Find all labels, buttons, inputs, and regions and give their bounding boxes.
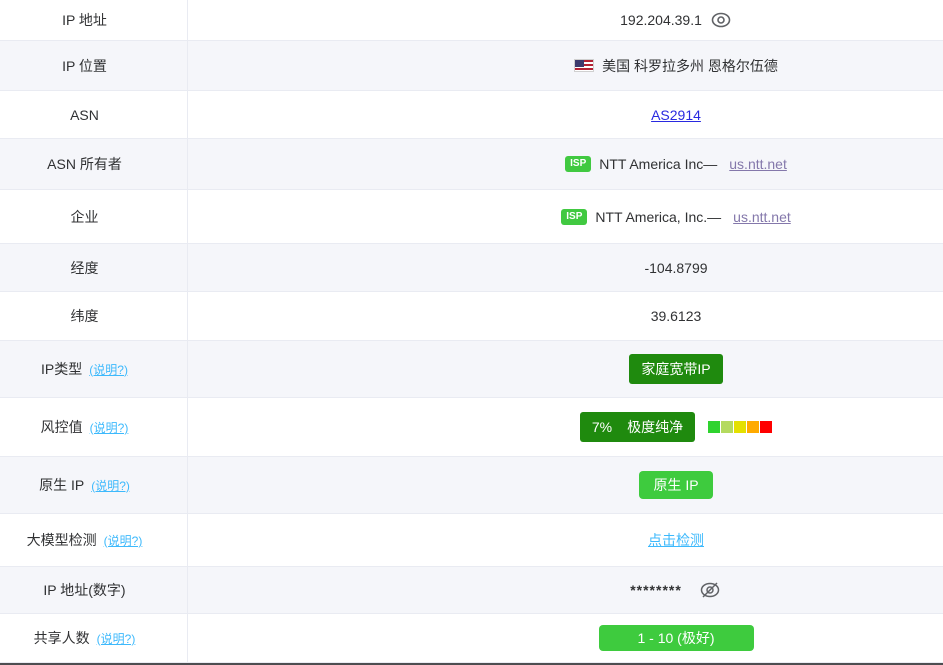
shared-users-badge: 1 - 10 (极好) <box>598 625 754 651</box>
longitude-value: -104.8799 <box>644 259 708 276</box>
help-link[interactable]: (说明?) <box>89 420 129 435</box>
help-link[interactable]: (说明?) <box>96 631 136 646</box>
row-label: ASN 所有者 <box>47 156 122 172</box>
ip-address-value: 192.204.39.1 <box>620 12 702 28</box>
asn-link[interactable]: AS2914 <box>651 106 701 123</box>
row-value-cell: 点击检测 <box>188 514 943 566</box>
risk-percent: 7% <box>591 419 613 435</box>
row-value-cell: 1 - 10 (极好) <box>188 614 943 662</box>
row-value-cell: ISP NTT America, Inc.— us.ntt.net <box>188 190 943 243</box>
row-label-cell: 风控值 (说明?) <box>0 398 188 456</box>
row-value-cell: 原生 IP <box>188 457 943 513</box>
latitude-value: 39.6123 <box>650 308 702 324</box>
row-value-cell: 7% 极度纯净 <box>188 398 943 456</box>
table-row-llm-detection: 大模型检测 (说明?) 点击检测 <box>0 514 943 567</box>
row-label: IP 位置 <box>62 57 107 74</box>
row-label-cell: IP 位置 <box>0 41 188 90</box>
table-row-ip-type: IP类型 (说明?) 家庭宽带IP <box>0 341 943 398</box>
row-label: 大模型检测 <box>26 532 97 548</box>
table-row-company: 企业 ISP NTT America, Inc.— us.ntt.net <box>0 190 943 244</box>
asn-owner-link[interactable]: us.ntt.net <box>729 156 787 172</box>
row-label-cell: IP 地址 <box>0 0 188 40</box>
isp-badge: ISP <box>565 156 592 172</box>
risk-verdict: 极度纯净 <box>627 419 684 435</box>
row-label: IP 地址(数字) <box>43 582 126 598</box>
row-value-cell: ISP NTT America Inc— us.ntt.net <box>188 139 943 189</box>
help-link[interactable]: (说明?) <box>89 362 128 377</box>
row-label: IP类型 <box>41 361 83 377</box>
row-label-cell: IP类型 (说明?) <box>0 341 188 397</box>
row-label: 企业 <box>70 208 99 225</box>
row-value-cell: 39.6123 <box>188 292 943 340</box>
risk-color-scale <box>708 421 773 433</box>
ip-type-badge: 家庭宽带IP <box>629 354 723 384</box>
row-label-cell: IP 地址(数字) <box>0 567 188 613</box>
row-label: IP 地址 <box>62 12 107 28</box>
risk-scale-block <box>760 421 773 433</box>
row-label-cell: 共享人数 (说明?) <box>0 614 188 662</box>
click-detect-link[interactable]: 点击检测 <box>648 532 704 548</box>
row-value-cell: -104.8799 <box>188 244 943 291</box>
native-ip-badge: 原生 IP <box>639 471 713 499</box>
row-value-cell: AS2914 <box>188 91 943 138</box>
isp-badge: ISP <box>561 208 588 225</box>
row-label-cell: 大模型检测 (说明?) <box>0 514 188 566</box>
table-row-shared-users: 共享人数 (说明?) 1 - 10 (极好) <box>0 614 943 663</box>
table-row-native-ip: 原生 IP (说明?) 原生 IP <box>0 457 943 514</box>
help-link[interactable]: (说明?) <box>103 533 143 548</box>
table-row-asn-owner: ASN 所有者 ISP NTT America Inc— us.ntt.net <box>0 139 943 190</box>
row-value-cell: 美国 科罗拉多州 恩格尔伍德 <box>188 41 943 90</box>
row-label-cell: 企业 <box>0 190 188 243</box>
risk-scale-block <box>708 421 721 433</box>
row-label: 风控值 <box>40 419 83 435</box>
row-value-cell: 192.204.39.1 <box>188 0 943 40</box>
help-link[interactable]: (说明?) <box>91 478 130 493</box>
row-label-cell: 原生 IP (说明?) <box>0 457 188 513</box>
table-row-ip-address: IP 地址 192.204.39.1 <box>0 0 943 41</box>
asn-owner-name: NTT America Inc— <box>599 156 718 172</box>
table-row-risk-score: 风控值 (说明?) 7% 极度纯净 <box>0 398 943 457</box>
company-link[interactable]: us.ntt.net <box>733 208 791 225</box>
table-row-latitude: 纬度 39.6123 <box>0 292 943 341</box>
row-label: 纬度 <box>70 308 99 324</box>
ip-location-value: 美国 科罗拉多州 恩格尔伍德 <box>602 57 778 74</box>
risk-scale-block <box>747 421 760 433</box>
bottom-divider <box>0 663 943 665</box>
row-label-cell: ASN <box>0 91 188 138</box>
masked-ip-value: ******** <box>630 582 682 598</box>
row-label: 原生 IP <box>39 477 85 493</box>
risk-scale-block <box>721 421 734 433</box>
table-row-asn: ASN AS2914 <box>0 91 943 139</box>
row-value-cell: 家庭宽带IP <box>188 341 943 397</box>
risk-score-badge: 7% 极度纯净 <box>579 412 696 442</box>
row-label-cell: 经度 <box>0 244 188 291</box>
company-name: NTT America, Inc.— <box>595 208 722 225</box>
table-row-ip-location: IP 位置 美国 科罗拉多州 恩格尔伍德 <box>0 41 943 91</box>
row-label-cell: 纬度 <box>0 292 188 340</box>
table-row-ip-numeric: IP 地址(数字) ******** <box>0 567 943 614</box>
row-value-cell: ******** <box>188 567 943 613</box>
us-flag-icon <box>574 59 595 72</box>
eye-off-icon[interactable] <box>698 581 722 599</box>
row-label-cell: ASN 所有者 <box>0 139 188 189</box>
risk-scale-block <box>734 421 747 433</box>
eye-icon[interactable] <box>710 12 732 28</box>
row-label: ASN <box>70 106 99 123</box>
row-label: 共享人数 <box>33 630 90 646</box>
table-row-longitude: 经度 -104.8799 <box>0 244 943 292</box>
row-label: 经度 <box>70 259 99 276</box>
